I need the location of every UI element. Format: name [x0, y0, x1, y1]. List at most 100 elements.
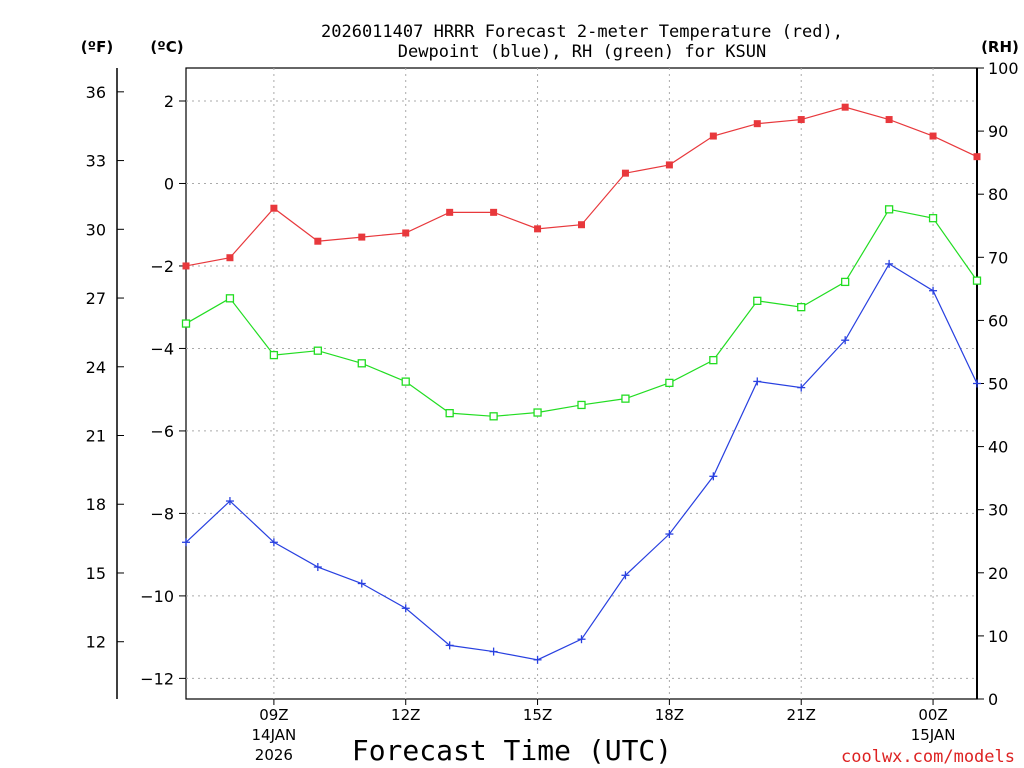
rh-point: [753, 296, 762, 305]
rh-tick-label: 20: [988, 564, 1008, 583]
rh-point: [621, 394, 630, 403]
celsius-tick-label: −2: [150, 257, 174, 276]
dewpoint-point: [885, 259, 894, 268]
series-layer: [181, 103, 982, 664]
chart-title-line2: Dewpoint (blue), RH (green) for KSUN: [398, 42, 766, 62]
rh-point: [269, 350, 279, 360]
x-tick-date: 14JAN: [252, 726, 297, 744]
x-tick-label: 21Z: [787, 706, 816, 724]
rh-point: [225, 294, 235, 303]
fahrenheit-unit-label: (ºF): [81, 38, 113, 56]
dewpoint-point: [621, 571, 630, 580]
temperature-point: [446, 208, 454, 216]
rh-tick-label: 30: [988, 501, 1008, 520]
dewpoint-point: [973, 379, 981, 388]
dewpoint-point: [489, 647, 498, 656]
plot-frame: [185, 67, 978, 700]
watermark: coolwx.com/models: [841, 747, 1015, 767]
rh-tick-label: 40: [988, 438, 1008, 457]
temperature-point: [709, 132, 717, 140]
dewpoint-point: [445, 641, 454, 650]
dewpoint-point: [225, 497, 234, 506]
dewpoint-point: [841, 336, 850, 345]
x-tick-label: 12Z: [391, 706, 420, 724]
temperature-point: [841, 103, 849, 111]
dewpoint-point: [269, 538, 278, 547]
rh-point: [709, 356, 718, 365]
chart-title-line1: 2026011407 HRRR Forecast 2-meter Tempera…: [321, 22, 843, 42]
temperature-line: [185, 106, 978, 267]
temperature-point: [578, 221, 585, 229]
rh-tick-label: 60: [988, 311, 1008, 330]
temperature-point: [270, 204, 278, 212]
temperature-point: [929, 132, 937, 140]
fahrenheit-tick-label: 24: [86, 358, 106, 377]
celsius-tick-label: 2: [164, 92, 174, 111]
fahrenheit-tick-label: 27: [86, 289, 106, 308]
rh-unit-label: (RH): [981, 38, 1019, 56]
temperature-point: [226, 254, 234, 262]
dewpoint-point: [577, 635, 586, 644]
dewpoint-point: [401, 604, 410, 613]
dewpoint-point: [709, 472, 718, 481]
rh-tick-label: 0: [988, 690, 998, 709]
dewpoint-point: [533, 655, 542, 664]
x-tick-label: 18Z: [655, 706, 684, 724]
dewpoint-point: [357, 579, 366, 588]
rh-point: [797, 302, 806, 312]
rh-point: [928, 214, 938, 223]
rh-point: [445, 409, 454, 418]
fahrenheit-tick-label: 12: [86, 633, 106, 652]
temperature-point: [797, 116, 805, 124]
fahrenheit-tick-label: 18: [86, 495, 106, 514]
temperature-point: [621, 169, 629, 177]
rh-point: [489, 412, 498, 421]
dewpoint-point: [313, 563, 322, 572]
temperature-point: [314, 237, 322, 245]
fahrenheit-tick-label: 15: [86, 564, 106, 583]
rh-point: [841, 277, 850, 287]
temperature-point: [885, 116, 893, 124]
fahrenheit-tick-label: 30: [86, 220, 106, 239]
temperature-point: [534, 225, 542, 233]
temperature-point: [973, 153, 981, 161]
rh-point: [533, 408, 542, 417]
temperature-point: [490, 208, 498, 216]
dewpoint-point: [753, 377, 762, 386]
celsius-tick-label: −10: [140, 587, 174, 606]
dewpoint-point: [929, 286, 938, 295]
rh-point: [181, 319, 191, 328]
x-tick-year: 2026: [255, 746, 293, 764]
rh-line: [185, 208, 978, 417]
fahrenheit-tick-label: 36: [86, 83, 106, 102]
rh-point: [665, 378, 674, 388]
rh-tick-label: 100: [988, 59, 1019, 78]
rh-point: [401, 377, 410, 386]
rh-point: [357, 359, 366, 368]
x-tick-label: 00Z: [918, 706, 947, 724]
temperature-point: [358, 233, 366, 241]
dewpoint-point: [665, 530, 674, 539]
rh-point: [313, 346, 322, 355]
dewpoint-point: [182, 538, 190, 547]
rh-tick-label: 70: [988, 248, 1008, 267]
fahrenheit-tick-label: 33: [86, 152, 106, 171]
temperature-point: [665, 161, 673, 169]
x-axis-label: Forecast Time (UTC): [352, 734, 672, 767]
temperature-point: [402, 229, 410, 237]
temperature-point: [753, 120, 761, 128]
celsius-unit-label: (ºC): [150, 38, 183, 56]
rh-tick-label: 50: [988, 375, 1008, 394]
rh-tick-label: 10: [988, 627, 1008, 646]
celsius-tick-label: −6: [150, 422, 174, 441]
dewpoint-point: [797, 383, 806, 392]
fahrenheit-tick-label: 21: [86, 427, 106, 446]
rh-point: [577, 400, 586, 410]
rh-point: [884, 205, 894, 214]
rh-tick-label: 80: [988, 185, 1008, 204]
x-tick-date: 15JAN: [911, 726, 956, 744]
x-tick-label: 15Z: [523, 706, 552, 724]
grid-layer: [186, 68, 977, 699]
